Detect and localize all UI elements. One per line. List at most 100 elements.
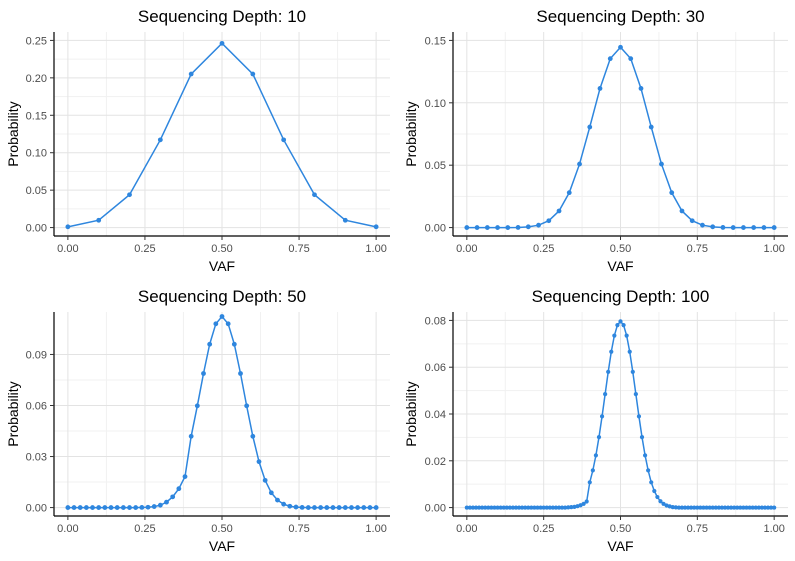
panel-3: 0.00 0.25 0.50 0.75 1.00 0.00 0.03 0.06 0.09 Sequ… xyxy=(5,287,390,554)
data-point xyxy=(489,505,494,510)
data-point xyxy=(741,505,746,510)
data-point xyxy=(486,505,491,510)
data-point xyxy=(713,505,718,510)
x-tick-label: 0.00 xyxy=(456,523,477,535)
data-point xyxy=(219,40,225,46)
data-point xyxy=(281,501,287,507)
data-point xyxy=(495,225,500,230)
y-tick-label: 0.15 xyxy=(425,35,446,47)
y-tick-label: 0.10 xyxy=(425,98,446,110)
data-point xyxy=(71,505,77,510)
x-tick-label: 0.25 xyxy=(134,523,155,535)
data-point xyxy=(275,497,280,503)
chart-title: Sequencing Depth: 10 xyxy=(138,7,306,26)
data-point xyxy=(590,468,595,473)
data-point xyxy=(188,433,194,439)
data-point xyxy=(520,505,525,510)
data-point xyxy=(765,505,771,510)
data-point xyxy=(513,505,519,510)
x-tick-label: 0.00 xyxy=(57,523,78,535)
data-point xyxy=(492,505,497,510)
x-tick-label: 0.50 xyxy=(211,523,232,535)
data-point xyxy=(652,488,657,494)
data-point xyxy=(716,505,721,510)
data-point xyxy=(207,341,213,347)
data-point xyxy=(176,486,182,492)
data-point xyxy=(556,505,562,510)
data-point xyxy=(498,505,503,510)
data-point xyxy=(630,369,635,374)
data-point xyxy=(65,505,71,510)
data-point xyxy=(735,505,740,510)
data-point xyxy=(695,505,700,510)
data-point xyxy=(65,224,71,230)
data-point xyxy=(587,124,593,130)
data-point xyxy=(744,505,749,510)
data-point xyxy=(768,505,774,510)
data-point xyxy=(151,504,157,509)
data-point xyxy=(609,349,614,354)
data-point xyxy=(238,371,243,376)
data-point xyxy=(606,369,611,374)
x-tick-label: 1.00 xyxy=(763,243,784,255)
y-tick-label: 0.00 xyxy=(26,223,47,235)
data-point xyxy=(577,161,582,167)
data-point xyxy=(563,505,568,510)
data-point xyxy=(538,505,543,510)
data-point xyxy=(569,505,574,510)
data-point xyxy=(670,505,675,510)
x-tick-label: 0.75 xyxy=(288,243,309,255)
data-point xyxy=(262,477,268,483)
data-point xyxy=(505,225,511,230)
data-point xyxy=(547,505,552,510)
data-point xyxy=(722,505,728,510)
data-point xyxy=(515,225,521,230)
data-point xyxy=(704,505,709,510)
data-point xyxy=(593,453,599,458)
data-point xyxy=(636,414,642,419)
x-tick-label: 1.00 xyxy=(365,523,386,535)
data-point xyxy=(201,371,206,376)
data-point xyxy=(108,505,114,510)
data-point xyxy=(523,505,528,510)
data-point xyxy=(336,505,342,510)
data-point xyxy=(324,505,330,510)
data-point xyxy=(658,499,663,504)
data-point xyxy=(682,505,688,510)
data-point xyxy=(719,505,725,510)
data-point xyxy=(729,505,734,510)
data-point xyxy=(556,208,562,214)
data-point xyxy=(707,505,712,510)
data-point xyxy=(633,392,638,397)
data-point xyxy=(96,505,102,510)
data-point xyxy=(747,505,752,510)
data-point xyxy=(679,208,685,214)
data-point xyxy=(473,505,479,510)
y-axis-title: Probability xyxy=(5,101,21,166)
data-point xyxy=(102,505,108,510)
data-point xyxy=(771,225,777,230)
data-point xyxy=(145,504,151,510)
data-point xyxy=(544,505,549,510)
data-point xyxy=(603,392,608,397)
data-point xyxy=(599,414,605,419)
data-point xyxy=(655,494,660,500)
data-point xyxy=(756,505,761,510)
data-point xyxy=(349,505,354,510)
data-point xyxy=(495,505,500,510)
y-tick-label: 0.09 xyxy=(26,349,47,361)
y-axis-title: Probability xyxy=(403,381,419,446)
data-point xyxy=(646,468,651,473)
data-point xyxy=(621,323,626,328)
data-point xyxy=(532,505,537,510)
y-axis-title: Probability xyxy=(5,381,21,446)
data-point xyxy=(373,505,379,510)
data-point xyxy=(627,349,632,354)
x-tick-label: 0.00 xyxy=(57,243,78,255)
data-point xyxy=(299,505,305,510)
data-point xyxy=(312,505,317,510)
data-point xyxy=(584,499,589,504)
x-tick-label: 0.25 xyxy=(533,243,554,255)
data-point xyxy=(701,505,706,510)
panel-2: 0.00 0.25 0.50 0.75 1.00 0.00 0.05 0.10 0.15 Sequ… xyxy=(403,7,788,274)
